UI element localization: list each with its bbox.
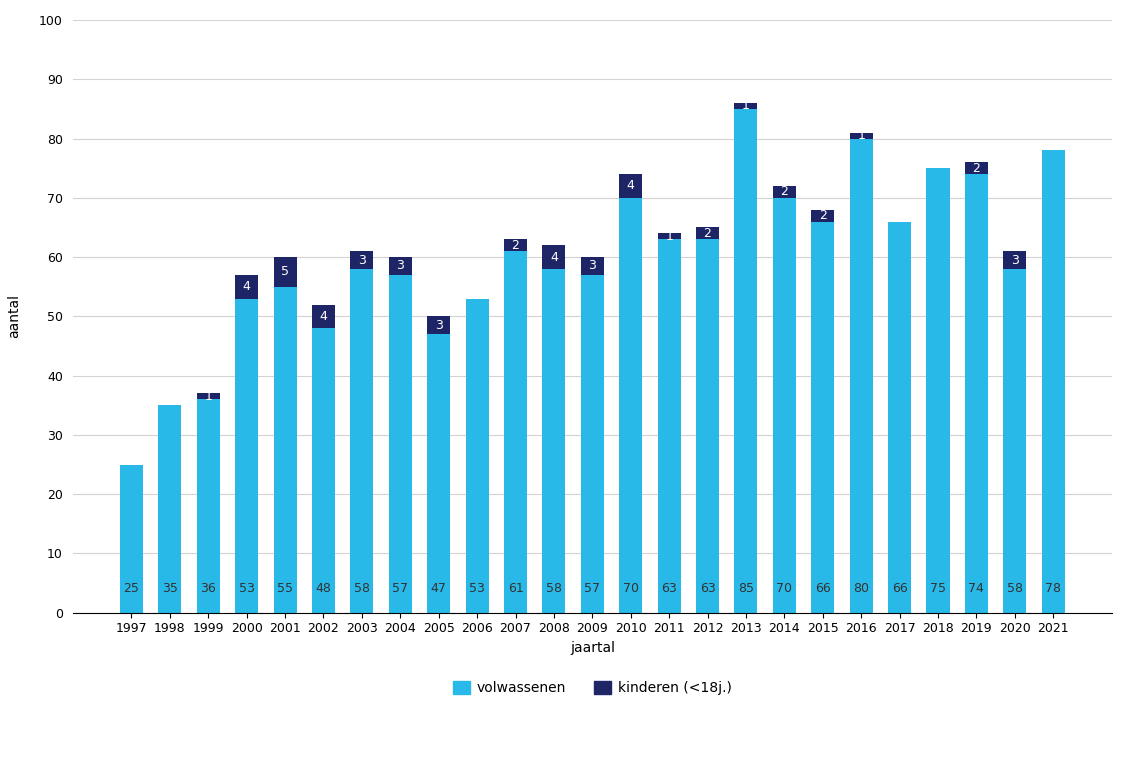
Text: 1: 1 [858,129,866,142]
Bar [312,305,335,328]
Bar [504,251,527,613]
Bar [197,394,220,399]
Bar [197,399,220,613]
Text: 3: 3 [588,259,596,273]
Bar [696,227,719,239]
Text: 61: 61 [507,582,523,595]
Bar [504,239,527,251]
Text: 74: 74 [968,582,984,595]
Text: 70: 70 [777,582,792,595]
Bar [389,257,411,275]
Bar [696,239,719,613]
Text: 57: 57 [584,582,601,595]
Text: 2: 2 [973,162,980,175]
Bar [965,162,988,174]
Bar [312,328,335,613]
Text: 66: 66 [815,582,831,595]
Bar [465,299,489,613]
Y-axis label: aantal: aantal [7,294,20,338]
Text: 85: 85 [738,582,754,595]
Text: 4: 4 [320,310,328,323]
Text: 53: 53 [239,582,255,595]
Bar [773,186,796,198]
Text: 58: 58 [545,582,562,595]
Bar [542,245,566,269]
Text: 5: 5 [281,265,289,278]
Text: 53: 53 [469,582,485,595]
Text: 57: 57 [392,582,408,595]
Bar [119,464,143,613]
Bar [658,239,681,613]
Text: 2: 2 [703,227,711,240]
Bar [850,132,872,138]
Bar [274,287,296,613]
Text: 3: 3 [1011,254,1019,267]
Bar [389,275,411,613]
X-axis label: jaartal: jaartal [570,641,615,655]
Text: 3: 3 [397,259,405,273]
Bar [1003,269,1027,613]
Text: 4: 4 [627,179,635,192]
Text: 36: 36 [201,582,216,595]
Bar [236,275,258,299]
Bar [888,221,911,613]
Text: 63: 63 [700,582,716,595]
Bar [658,233,681,239]
Text: 2: 2 [512,239,520,252]
Text: 35: 35 [162,582,178,595]
Text: 55: 55 [277,582,293,595]
Bar [350,269,373,613]
Text: 58: 58 [354,582,370,595]
Bar [580,257,604,275]
Bar [350,251,373,269]
Bar [735,103,757,109]
Text: 58: 58 [1006,582,1023,595]
Text: 80: 80 [853,582,869,595]
Text: 1: 1 [204,390,212,403]
Text: 75: 75 [930,582,946,595]
Bar [274,257,296,287]
Bar [158,405,181,613]
Bar [619,198,642,613]
Text: 1: 1 [742,100,749,112]
Text: 70: 70 [623,582,639,595]
Bar [427,334,450,613]
Text: 47: 47 [431,582,446,595]
Text: 63: 63 [662,582,677,595]
Bar [926,168,950,613]
Text: 2: 2 [819,209,827,222]
Bar [542,269,566,613]
Bar [811,221,834,613]
Text: 48: 48 [316,582,331,595]
Text: 3: 3 [435,318,443,332]
Text: 4: 4 [550,251,558,264]
Bar [773,198,796,613]
Bar [619,174,642,198]
Bar [735,109,757,613]
Bar [427,316,450,334]
Bar [1041,150,1065,613]
Text: 25: 25 [124,582,140,595]
Text: 2: 2 [780,185,788,198]
Text: 78: 78 [1045,582,1062,595]
Legend: volwassenen, kinderen (<18j.): volwassenen, kinderen (<18j.) [447,676,737,701]
Bar [580,275,604,613]
Text: 3: 3 [358,254,366,267]
Text: 66: 66 [891,582,907,595]
Bar [236,299,258,613]
Bar [965,174,988,613]
Text: 4: 4 [242,280,250,293]
Bar [811,210,834,221]
Text: 1: 1 [665,230,673,243]
Bar [1003,251,1027,269]
Bar [850,138,872,613]
